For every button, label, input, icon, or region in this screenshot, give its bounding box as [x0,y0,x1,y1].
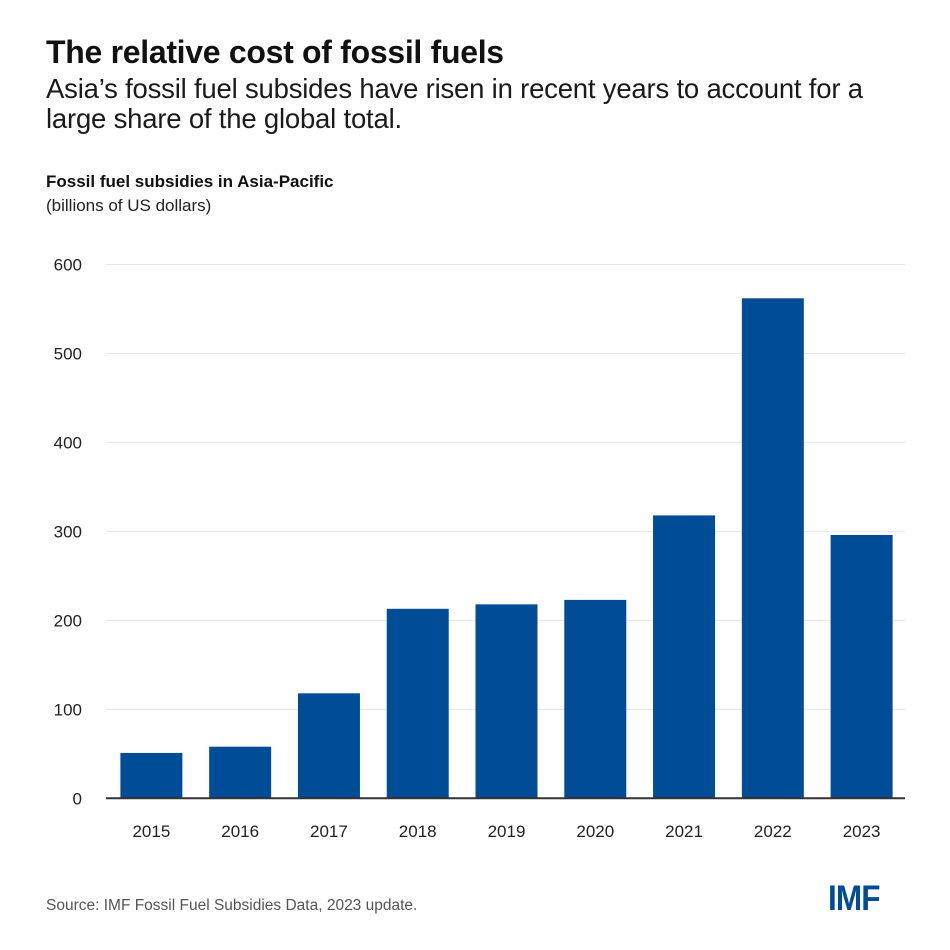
page-title: The relative cost of fossil fuels [46,34,504,70]
y-axis-ticks: 0 100 200 300 400 500 600 [54,256,82,809]
bar-2019 [475,604,538,799]
y-tick-label: 400 [54,433,82,452]
y-tick-label: 200 [54,611,82,630]
bar-2016 [209,746,272,799]
source-note: Source: IMF Fossil Fuel Subsidies Data, … [46,897,418,914]
x-tick-label: 2017 [310,822,348,841]
y-tick-label: 100 [54,700,82,719]
bar-2018 [386,608,449,799]
y-tick-label: 0 [73,789,82,808]
x-axis-ticks: 2015 2016 2017 2018 2019 2020 2021 2022 2023 [132,822,880,841]
y-tick-label: 500 [54,344,82,363]
x-tick-label: 2019 [488,822,526,841]
bar-2022 [741,298,804,799]
y-tick-label: 600 [54,256,82,275]
bar-2023 [830,534,893,799]
bars [120,298,893,799]
bar-2020 [564,599,627,799]
chart-units: (billions of US dollars) [46,196,212,215]
y-tick-label: 300 [54,522,82,541]
x-tick-label: 2020 [576,822,614,841]
bar-2021 [653,515,716,799]
imf-logo: IMF [828,879,880,918]
chart-title: Fossil fuel subsidies in Asia-Pacific [46,172,334,191]
page-subtitle: Asia’s fossil fuel subsides have risen i… [46,73,863,134]
x-tick-label: 2018 [399,822,437,841]
x-tick-label: 2023 [843,822,881,841]
bar-2017 [297,693,360,799]
x-tick-label: 2021 [665,822,703,841]
x-tick-label: 2016 [221,822,259,841]
x-tick-label: 2022 [754,822,792,841]
bar-2015 [120,752,183,799]
x-tick-label: 2015 [132,822,170,841]
